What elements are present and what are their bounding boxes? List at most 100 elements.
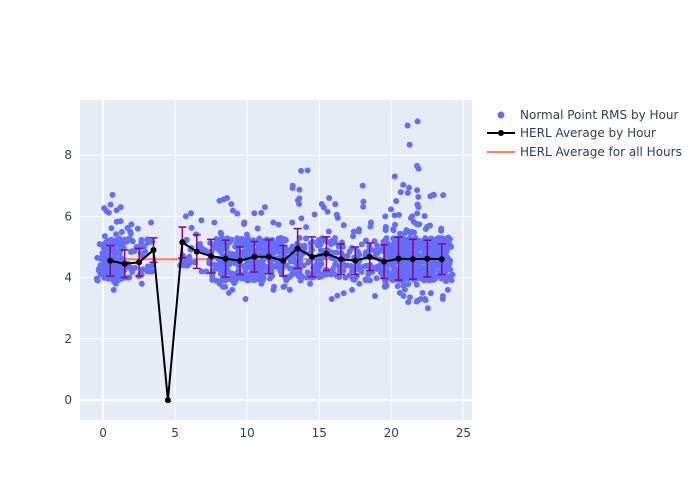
scatter-point — [127, 248, 134, 255]
scatter-point — [422, 297, 429, 304]
scatter-point — [355, 228, 362, 235]
scatter-point — [390, 226, 397, 233]
scatter-point — [103, 240, 110, 247]
scatter-point — [93, 275, 100, 282]
scatter-point — [198, 217, 205, 224]
scatter-point — [424, 305, 431, 312]
scatter-point — [271, 283, 278, 290]
hourly-average-point — [409, 256, 416, 263]
x-tick-label: 5 — [171, 426, 179, 440]
scatter-point — [113, 262, 120, 269]
scatter-point — [148, 219, 155, 226]
scatter-point — [280, 283, 287, 290]
scatter-point — [101, 252, 108, 259]
scatter-point — [396, 211, 403, 218]
scatter-point — [320, 204, 327, 211]
scatter-point — [383, 282, 390, 289]
scatter-point — [414, 118, 421, 125]
scatter-point — [363, 262, 370, 269]
scatter-point — [328, 296, 335, 303]
scatter-point — [427, 290, 434, 297]
scatter-point — [416, 221, 423, 228]
scatter-point — [332, 235, 339, 242]
scatter-point — [257, 239, 264, 246]
scatter-point — [198, 268, 205, 275]
scatter-point — [267, 272, 274, 279]
scatter-point — [109, 191, 116, 198]
scatter-point — [359, 182, 366, 189]
scatter-point — [447, 266, 454, 273]
scatter-point — [324, 208, 331, 215]
hourly-average-point — [121, 260, 128, 267]
scatter-point — [383, 235, 390, 242]
scatter-point — [415, 204, 422, 211]
scatter-point — [415, 193, 422, 200]
scatter-point — [417, 265, 424, 272]
scatter-point — [389, 277, 396, 284]
hourly-average-point — [381, 258, 388, 265]
scatter-point — [110, 286, 117, 293]
scatter-point — [415, 253, 422, 260]
x-tick-label: 15 — [312, 426, 327, 440]
scatter-point — [261, 263, 268, 270]
x-tick-label: 10 — [240, 426, 255, 440]
scatter-point — [187, 210, 194, 217]
scatter-point — [358, 268, 365, 275]
scatter-point — [439, 296, 446, 303]
scatter-point — [243, 245, 250, 252]
legend-scatter-label: Normal Point RMS by Hour — [520, 108, 678, 122]
scatter-point — [138, 280, 145, 287]
legend-scatter-marker — [497, 111, 505, 119]
scatter-point — [394, 283, 401, 290]
scatter-point — [356, 280, 363, 287]
scatter-point — [311, 211, 318, 218]
hourly-average-point — [395, 255, 402, 262]
hourly-average-point — [236, 257, 243, 264]
hourly-average-point — [107, 257, 114, 264]
scatter-point — [211, 219, 218, 226]
scatter-point — [132, 264, 139, 271]
legend: Normal Point RMS by Hour HERL Average by… — [487, 108, 682, 159]
scatter-point — [301, 245, 308, 252]
scatter-point — [234, 210, 241, 217]
scatter-point — [340, 222, 347, 229]
scatter-point — [405, 299, 412, 306]
y-axis-ticks: 0 2 4 6 8 — [64, 148, 72, 407]
scatter-point — [127, 230, 134, 237]
scatter-point — [242, 270, 249, 277]
scatter-point — [286, 273, 293, 280]
scatter-point — [429, 258, 436, 265]
hourly-average-point — [150, 247, 157, 254]
scatter-point — [428, 274, 435, 281]
scatter-point — [148, 262, 155, 269]
scatter-point — [410, 240, 417, 247]
scatter-point — [257, 252, 264, 259]
hourly-average-point — [265, 253, 272, 260]
scatter-point — [142, 248, 149, 255]
scatter-point — [396, 275, 403, 282]
scatter-point — [417, 296, 424, 303]
scatter-point — [302, 235, 309, 242]
scatter-point — [374, 246, 381, 253]
scatter-point — [342, 274, 349, 281]
scatter-point — [299, 262, 306, 269]
hourly-average-point — [438, 256, 445, 263]
scatter-point — [105, 209, 112, 216]
scatter-point — [442, 278, 449, 285]
scatter-point — [112, 268, 119, 275]
scatter-point — [117, 204, 124, 211]
scatter-point — [307, 280, 314, 287]
scatter-point — [217, 229, 224, 236]
scatter-point — [108, 225, 115, 232]
scatter-point — [442, 260, 449, 267]
scatter-point — [411, 229, 418, 236]
scatter-point — [397, 230, 404, 237]
scatter-point — [218, 240, 225, 247]
scatter-point — [296, 186, 303, 193]
scatter-point — [382, 227, 389, 234]
scatter-point — [350, 233, 357, 240]
scatter-point — [304, 167, 311, 174]
scatter-point — [107, 201, 114, 208]
x-tick-label: 25 — [456, 426, 471, 440]
